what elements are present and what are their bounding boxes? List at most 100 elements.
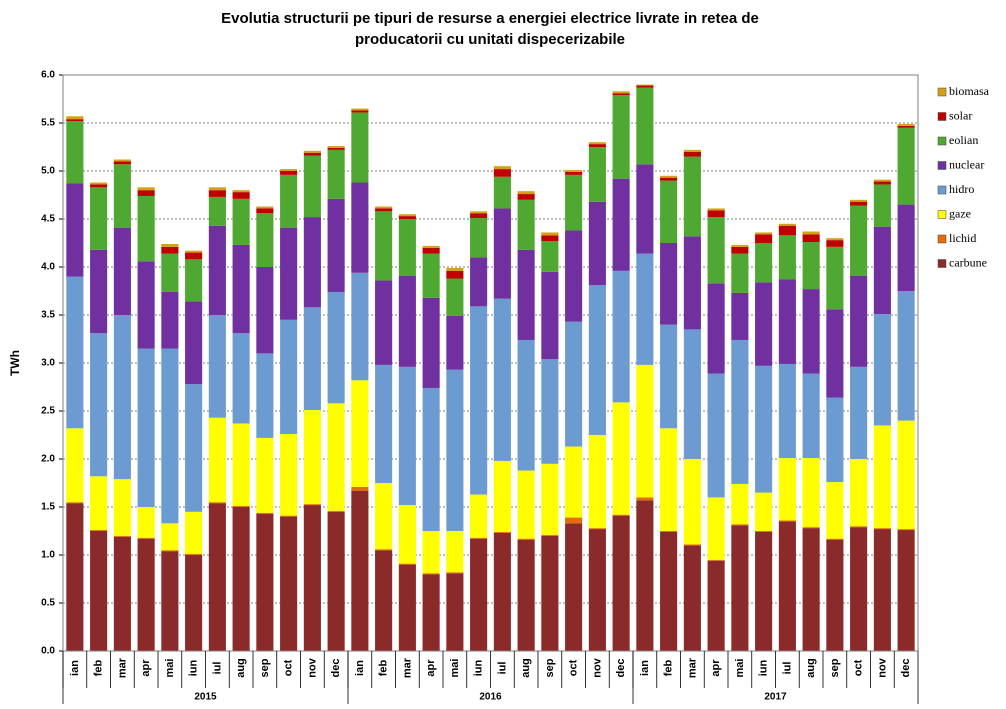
bar-segment [422,245,440,248]
bar-segment [66,428,84,503]
bar-segment [90,531,108,651]
bar-segment [232,507,250,651]
bar-segment [398,219,416,276]
bar-segment [161,523,179,551]
bar-segment [351,108,369,111]
x-tick-label: mai [449,659,461,678]
x-tick-label: sep [829,658,841,677]
y-tick-label: 4.0 [41,262,55,273]
legend-label: carbune [949,255,987,269]
bar-segment [541,235,559,242]
x-tick-label: iun [473,659,485,676]
bar-segment [802,234,820,243]
bar-segment [208,315,226,418]
bar-segment [802,458,820,528]
bar-segment [327,510,345,512]
bar-segment [541,463,559,535]
bar-segment [850,205,868,276]
y-tick-label: 5.5 [41,118,55,129]
bar-segment [731,339,749,484]
bar-segment [137,261,155,349]
bar-segment [565,171,583,175]
bar-segment [303,150,321,153]
bar-segment [517,249,535,340]
x-tick-label: dec [615,659,627,678]
bar-segment [327,291,345,404]
bar-segment [398,564,416,651]
bar-segment [327,403,345,511]
bar-segment [137,195,155,262]
bar-segment [137,348,155,507]
bar-segment [850,526,868,528]
bar-segment [375,549,393,551]
bar-segment [588,285,606,435]
bar-segment [636,253,654,365]
bar-segment [470,218,488,258]
bar-segment [660,324,678,429]
bar-segment [493,169,511,177]
bar-segment [707,559,725,561]
x-tick-label: iul [211,662,223,675]
bar-segment [280,516,298,651]
bar-segment [897,530,915,651]
bar-segment [327,146,345,148]
bar-segment [802,289,820,374]
bar-segment [422,253,440,298]
bar-segment [113,164,131,228]
bar-segment [208,502,226,504]
bar-segment [280,227,298,320]
bar-segment [185,511,203,555]
y-axis-label: TWh [8,350,22,376]
bar-segment [850,459,868,527]
bar-segment [351,182,369,273]
bar-segment [873,314,891,426]
bar-segment [470,257,488,307]
bar-segment [683,545,701,651]
bar-segment [755,531,773,532]
bar-segment [517,194,535,200]
bar-segment [541,271,559,360]
legend-swatch [937,234,947,244]
bar-segment [731,244,749,247]
bar-segment [612,270,630,403]
bar-segment [873,529,891,651]
bar-segment [517,539,535,651]
bar-segment [683,156,701,237]
bar-segment [707,217,725,284]
bar-segment [208,196,226,226]
bar-segment [873,179,891,182]
x-tick-label: sep [544,658,556,677]
bar-segment [232,192,250,199]
bar-segment [517,538,535,540]
x-tick-label: mai [734,659,746,678]
bar-segment [256,267,274,354]
bar-segment [161,550,179,552]
bar-segment [137,507,155,538]
bar-segment [351,490,369,651]
bar-segment [755,234,773,243]
bar-segment [185,252,203,260]
y-tick-label: 4.5 [41,214,55,225]
bar-segment [303,217,321,308]
bar-segment [161,243,179,247]
bar-segment [707,497,725,560]
bar-segment [778,363,796,459]
bar-segment [280,434,298,516]
bar-segment [493,166,511,170]
bar-segment [778,225,796,236]
bar-segment [422,531,440,574]
bar-segment [232,333,250,424]
bar-segment [755,492,773,531]
bar-segment [256,208,274,214]
bar-segment [755,232,773,235]
bar-segment [660,175,678,178]
year-label: 2017 [764,692,787,703]
bar-segment [707,560,725,651]
legend-swatch [937,136,947,146]
legend-swatch [937,87,947,97]
x-tick-label: oct [568,659,580,676]
bar-segment [707,208,725,211]
bar-segment [493,532,511,651]
bar-segment [446,315,464,370]
